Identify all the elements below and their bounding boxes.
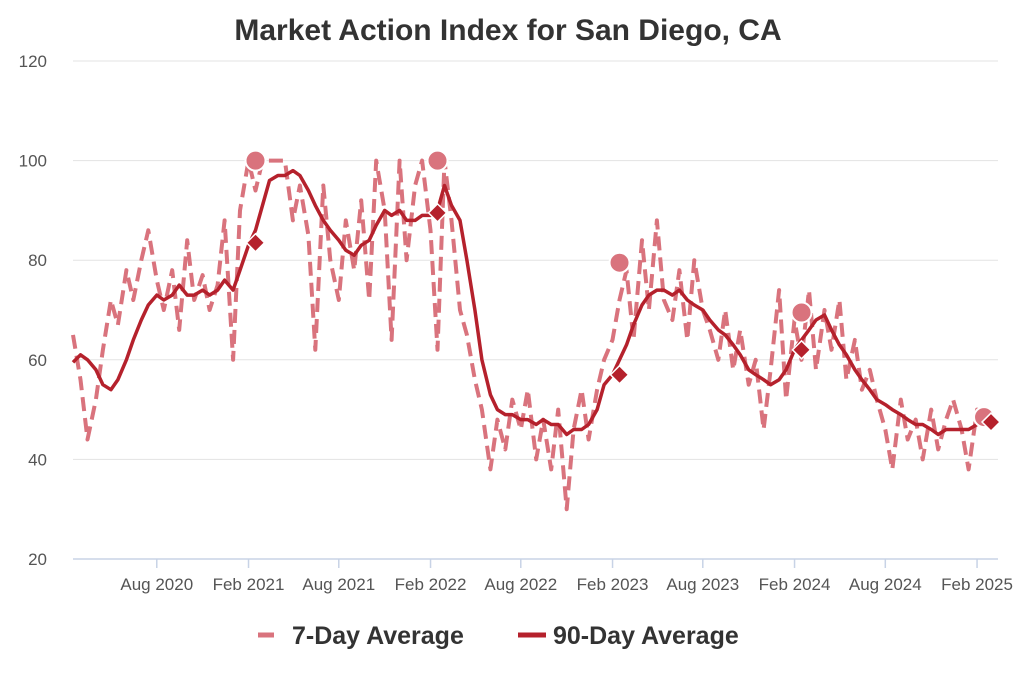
x-tick-label: Aug 2021 <box>302 575 375 594</box>
y-tick-label: 40 <box>28 450 47 469</box>
y-tick-label: 120 <box>19 52 47 71</box>
marker-90day[interactable] <box>245 232 266 253</box>
x-tick-label: Aug 2023 <box>666 575 739 594</box>
marker-90day[interactable] <box>791 339 812 360</box>
x-tick-label: Aug 2024 <box>849 575 922 594</box>
marker-7day[interactable] <box>244 149 267 172</box>
x-tick-label: Feb 2022 <box>395 575 467 594</box>
marker-90day[interactable] <box>609 364 630 385</box>
y-tick-label: 100 <box>19 152 47 171</box>
marker-7day[interactable] <box>426 149 449 172</box>
x-tick-label: Feb 2021 <box>213 575 285 594</box>
marker-90day[interactable] <box>427 202 448 223</box>
legend-item-90day[interactable]: 90-Day Average <box>518 622 739 650</box>
marker-7day[interactable] <box>790 301 813 324</box>
y-tick-label: 20 <box>28 550 47 569</box>
series-layer <box>71 158 993 512</box>
legend-label-90day: 90-Day Average <box>553 622 739 650</box>
marker-layer <box>244 149 1002 433</box>
series-line-7day <box>71 158 993 512</box>
x-axis-ticks: Aug 2020 Feb 2021 Aug 2021 Feb 2022 Aug 2022… <box>120 559 1013 594</box>
grid-layer <box>73 60 998 560</box>
marker-90day[interactable] <box>980 411 1002 433</box>
y-tick-label: 80 <box>28 251 47 270</box>
marker-7day[interactable] <box>608 251 631 274</box>
y-tick-label: 60 <box>28 351 47 370</box>
x-tick-label: Aug 2020 <box>120 575 193 594</box>
legend-item-7day[interactable]: 7-Day Average <box>258 622 464 650</box>
y-axis-ticks: 20 40 60 80 100 120 <box>19 52 47 569</box>
x-tick-label: Feb 2025 <box>941 575 1013 594</box>
legend[interactable]: 7-Day Average 90-Day Average <box>258 622 739 650</box>
chart-title: Market Action Index for San Diego, CA <box>234 14 781 47</box>
series-line-90day <box>71 168 992 437</box>
x-tick-label: Feb 2023 <box>577 575 649 594</box>
legend-label-7day: 7-Day Average <box>292 622 464 650</box>
x-tick-label: Feb 2024 <box>759 575 831 594</box>
x-tick-label: Aug 2022 <box>484 575 557 594</box>
